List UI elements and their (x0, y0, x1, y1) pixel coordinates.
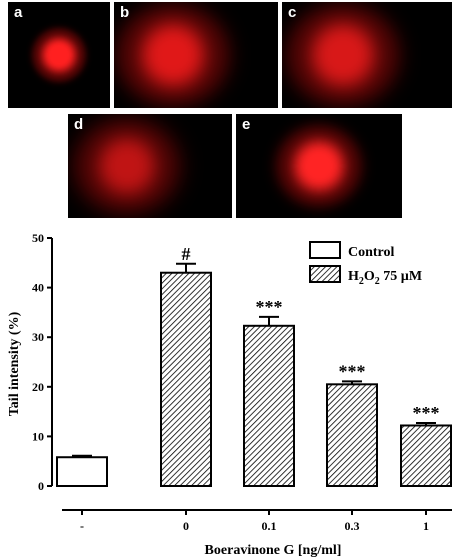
bar (400, 424, 452, 488)
panel-letter-a: a (14, 4, 23, 21)
comet-image-d: d (68, 114, 232, 218)
y-tick-label: 20 (32, 380, 44, 394)
panel-letter-d: d (74, 116, 84, 133)
panel-letter-c: c (288, 4, 297, 21)
significance-label: *** (256, 297, 283, 317)
significance-label: # (182, 244, 191, 264)
legend-swatch-h2o2 (309, 265, 341, 283)
y-tick-label: 40 (32, 281, 44, 295)
significance-label: *** (413, 403, 440, 423)
panel-letter-b: b (120, 4, 130, 21)
comet-blob (87, 131, 168, 201)
x-tick-label: - (80, 519, 84, 533)
y-tick-label: 30 (32, 330, 44, 344)
comet-blob (284, 133, 354, 199)
panel-letter-e: e (242, 116, 251, 133)
bar (243, 324, 295, 487)
comet-image-b: b (114, 2, 278, 108)
x-tick-label: 1 (423, 519, 429, 533)
x-tick-label: 0.1 (262, 519, 277, 533)
comet-image-e: e (236, 114, 402, 218)
bar (326, 383, 378, 488)
bar (56, 456, 108, 487)
legend: Control H2O2 75 µM (309, 241, 422, 287)
bar (160, 271, 212, 487)
plot-area: 0 10 20 30 40 50 - #0 *** 0.1 *** 0.3 *** 1 (32, 231, 452, 533)
comet-blob (298, 15, 389, 95)
x-tick-label: 0 (183, 519, 189, 533)
y-axis-title: Tail intensity (%) (7, 311, 22, 416)
y-tick-label: 10 (32, 429, 44, 443)
significance-label: *** (339, 361, 366, 381)
legend-label-h2o2: H2O2 75 µM (348, 269, 422, 287)
y-tick-label: 50 (32, 231, 44, 245)
legend-label-control: Control (348, 245, 395, 260)
comet-blob (128, 15, 219, 95)
x-tick-label: 0.3 (345, 519, 360, 533)
y-tick-label: 0 (38, 479, 44, 493)
comet-blob (36, 32, 82, 78)
comet-image-a: a (8, 2, 110, 108)
comet-image-c: c (282, 2, 452, 108)
legend-swatch-control (309, 241, 341, 259)
tail-intensity-bar-chart: 0 10 20 30 40 50 - #0 *** 0.1 *** 0.3 *** 1 Tail inte… (7, 231, 452, 558)
x-axis-title: Boeravinone G [ng/ml] (205, 543, 342, 558)
